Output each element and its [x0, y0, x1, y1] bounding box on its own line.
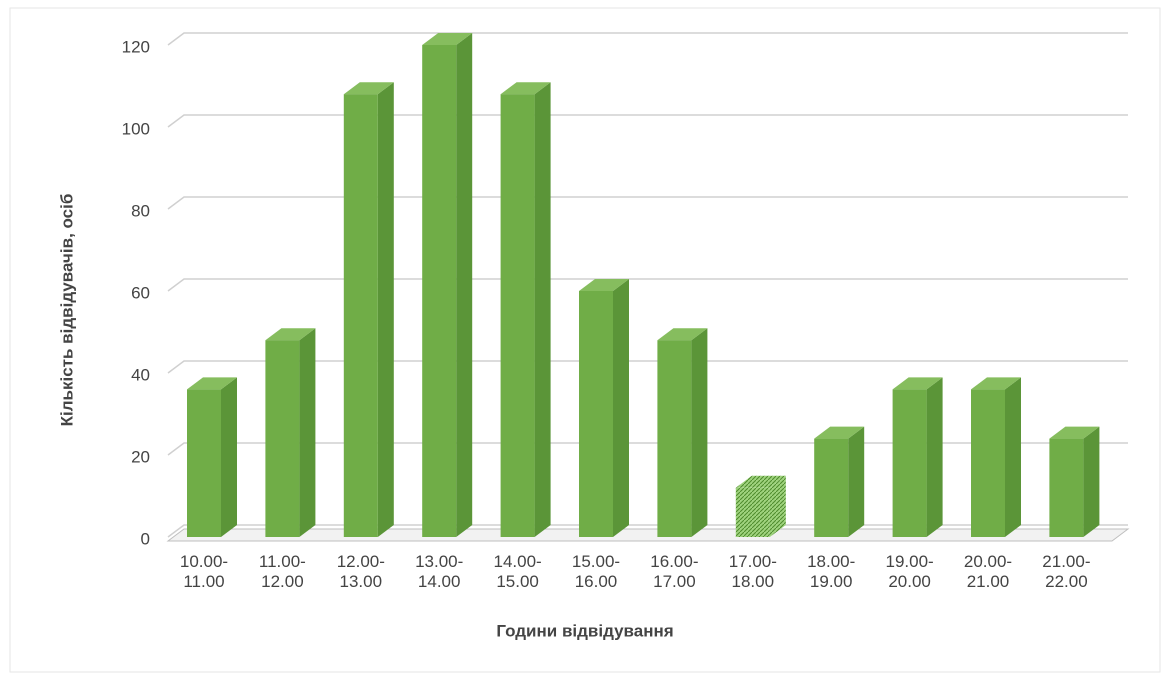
x-tick-label: 11.00- 12.00: [258, 552, 306, 591]
bar-top: [343, 82, 394, 95]
x-tick-label: 18.00- 19.00: [807, 552, 856, 591]
bar: [892, 377, 943, 537]
chart-border: [9, 7, 1161, 673]
bar-top: [187, 377, 237, 390]
grid-line: [167, 360, 1128, 374]
bar-top: [579, 279, 629, 291]
bar: [579, 279, 629, 537]
y-tick-label: 60: [131, 283, 150, 302]
bar: [187, 377, 237, 537]
bar-front: [343, 94, 378, 537]
y-tick-label: 80: [131, 201, 150, 220]
bar-side: [926, 377, 943, 537]
bar-side: [1005, 377, 1021, 537]
bar-top: [1049, 426, 1100, 439]
x-tick-label: 16.00- 17.00: [650, 552, 699, 591]
bar-front: [579, 291, 613, 537]
grid-line: [167, 524, 1128, 538]
grid-line: [167, 196, 1128, 210]
y-tick-label: 100: [122, 119, 150, 138]
bar: [971, 377, 1021, 537]
x-tick-label: 21.00- 22.00: [1042, 552, 1091, 591]
bar-side: [769, 475, 786, 537]
bar-side: [299, 328, 316, 537]
bar: [1049, 426, 1100, 537]
bar: [343, 82, 394, 537]
bar-side: [534, 82, 551, 537]
bar-top: [971, 377, 1021, 390]
bar-front: [265, 340, 300, 537]
y-tick-label: 40: [131, 365, 150, 384]
x-tick-label: 17.00- 18.00: [728, 552, 777, 591]
bar-top: [892, 377, 943, 390]
y-tick-label: 0: [141, 529, 150, 548]
x-tick-label: 14.00- 15.00: [493, 552, 542, 591]
x-tick-label: 13.00- 14.00: [415, 552, 464, 591]
bar-side: [691, 328, 708, 537]
bar-side: [1083, 426, 1100, 537]
bar-front: [1049, 438, 1084, 537]
x-axis-title: Години відвідування: [496, 621, 673, 640]
bar-front: [735, 487, 770, 537]
bar: [265, 328, 316, 537]
y-axis-title: Кількість відвідувачів, осіб: [57, 194, 76, 427]
bar-top: [500, 82, 551, 95]
bar-front: [657, 340, 692, 537]
bar: [657, 328, 708, 537]
grid-line: [167, 32, 1128, 46]
bar-side: [221, 377, 237, 537]
bar-side: [613, 279, 629, 537]
bar-top: [814, 426, 865, 439]
bar-side: [456, 33, 473, 537]
y-tick-label: 20: [131, 447, 150, 466]
grid-line: [167, 278, 1128, 292]
bar-side: [377, 82, 394, 537]
bar-front: [971, 389, 1005, 537]
bar-front: [422, 45, 457, 537]
grid-line: [167, 442, 1128, 456]
bar: [735, 475, 786, 537]
x-tick-label: 19.00- 20.00: [885, 552, 934, 591]
x-tick-label: 20.00- 21.00: [963, 552, 1013, 591]
bar-front: [187, 389, 221, 537]
floor: [166, 528, 1130, 542]
y-tick-label: 120: [122, 37, 150, 56]
x-tick-label: 15.00- 16.00: [571, 552, 621, 591]
bar: [422, 33, 473, 537]
bar-front: [500, 94, 535, 537]
x-tick-label: 10.00- 11.00: [179, 552, 229, 591]
bar-top: [735, 475, 786, 488]
grid-line: [167, 114, 1128, 128]
bar-front: [892, 389, 927, 537]
bar-top: [657, 328, 708, 341]
bar-side: [848, 426, 865, 537]
x-tick-label: 12.00- 13.00: [336, 552, 385, 591]
bar: [500, 82, 551, 537]
bar-top: [422, 33, 473, 45]
bar-front: [814, 438, 849, 537]
bar-top: [265, 328, 316, 341]
bar: [814, 426, 865, 537]
